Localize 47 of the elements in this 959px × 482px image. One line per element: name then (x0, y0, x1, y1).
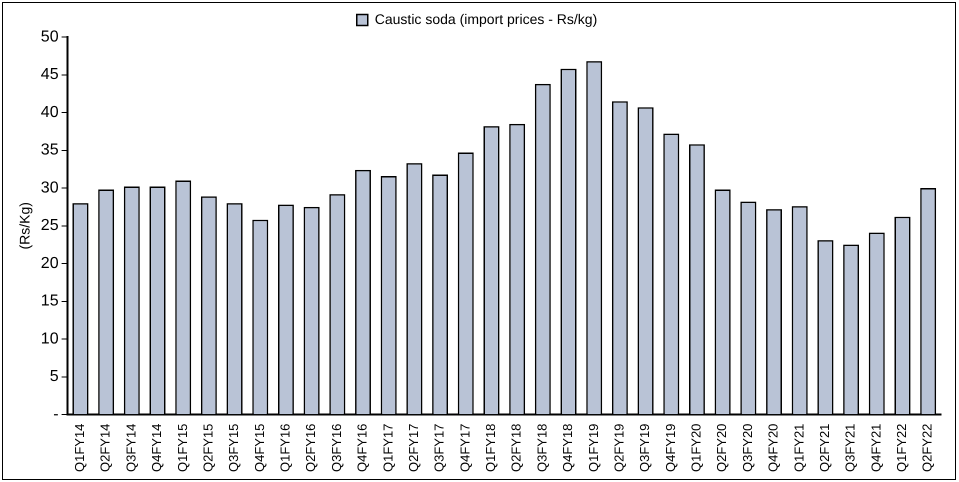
x-tick-label: Q3FY16 (328, 424, 344, 472)
x-tick-label: Q1FY22 (894, 424, 910, 472)
x-tick-label: Q1FY21 (791, 424, 806, 472)
x-tick-label: Q2FY20 (714, 424, 730, 472)
x-tick-label: Q3FY17 (432, 424, 447, 472)
x-tick-label: Q3FY18 (534, 424, 550, 472)
x-tick-label: Q1FY19 (586, 424, 601, 472)
y-tick-label: 20 (40, 254, 59, 272)
x-tick-label: Q4FY14 (149, 424, 164, 472)
y-tick-label: 40 (40, 104, 59, 121)
y-tick-label: 30 (40, 179, 59, 196)
x-tick-label: Q2FY21 (816, 424, 832, 472)
x-tick-label: Q4FY19 (662, 424, 678, 472)
x-tick-label: Q3FY19 (637, 424, 652, 472)
x-tick-label: Q4FY21 (868, 424, 884, 472)
y-tick-label: 25 (40, 217, 59, 234)
y-tick-label: - (53, 406, 59, 423)
x-tick-label: Q1FY16 (278, 424, 293, 472)
y-tick-label: 5 (50, 368, 59, 386)
x-tick-label: Q4FY18 (560, 424, 576, 472)
x-tick-label: Q2FY14 (98, 424, 113, 472)
x-tick-label: Q4FY17 (457, 424, 472, 472)
x-tick-label: Q3FY21 (842, 424, 858, 472)
x-tick-label: Q3FY20 (740, 424, 755, 472)
y-tick-label: 15 (40, 292, 59, 310)
x-tick-label: Q2FY18 (508, 424, 524, 472)
x-tick-label: Q1FY15 (174, 424, 190, 472)
x-tick-label: Q2FY16 (303, 424, 318, 472)
y-tick-label: 10 (40, 330, 59, 348)
y-tick-label: 45 (40, 66, 59, 84)
x-tick-label: Q1FY18 (483, 424, 498, 472)
x-tick-label: Q4FY16 (354, 424, 370, 472)
x-tick-label: Q1FY14 (72, 424, 88, 472)
y-tick-label: 35 (40, 142, 59, 159)
x-tick-label: Q4FY20 (766, 424, 781, 472)
y-axis-title: (Rs/Kg) (16, 202, 32, 250)
x-tick-label: Q3FY15 (226, 424, 242, 472)
x-tick-label: Q2FY19 (611, 424, 626, 472)
x-tick-label: Q2FY15 (200, 424, 216, 472)
x-tick-label: Q4FY15 (252, 424, 267, 472)
x-tick-label: Q2FY22 (920, 424, 935, 472)
x-tick-label: Q1FY20 (688, 424, 704, 472)
x-tick-label: Q2FY17 (406, 424, 421, 472)
x-tick-label: Q1FY17 (380, 424, 396, 472)
legend-label: Caustic soda (import prices - Rs/kg) (374, 10, 598, 27)
y-tick-label: 50 (40, 28, 59, 46)
x-tick-label: Q3FY14 (123, 424, 138, 472)
